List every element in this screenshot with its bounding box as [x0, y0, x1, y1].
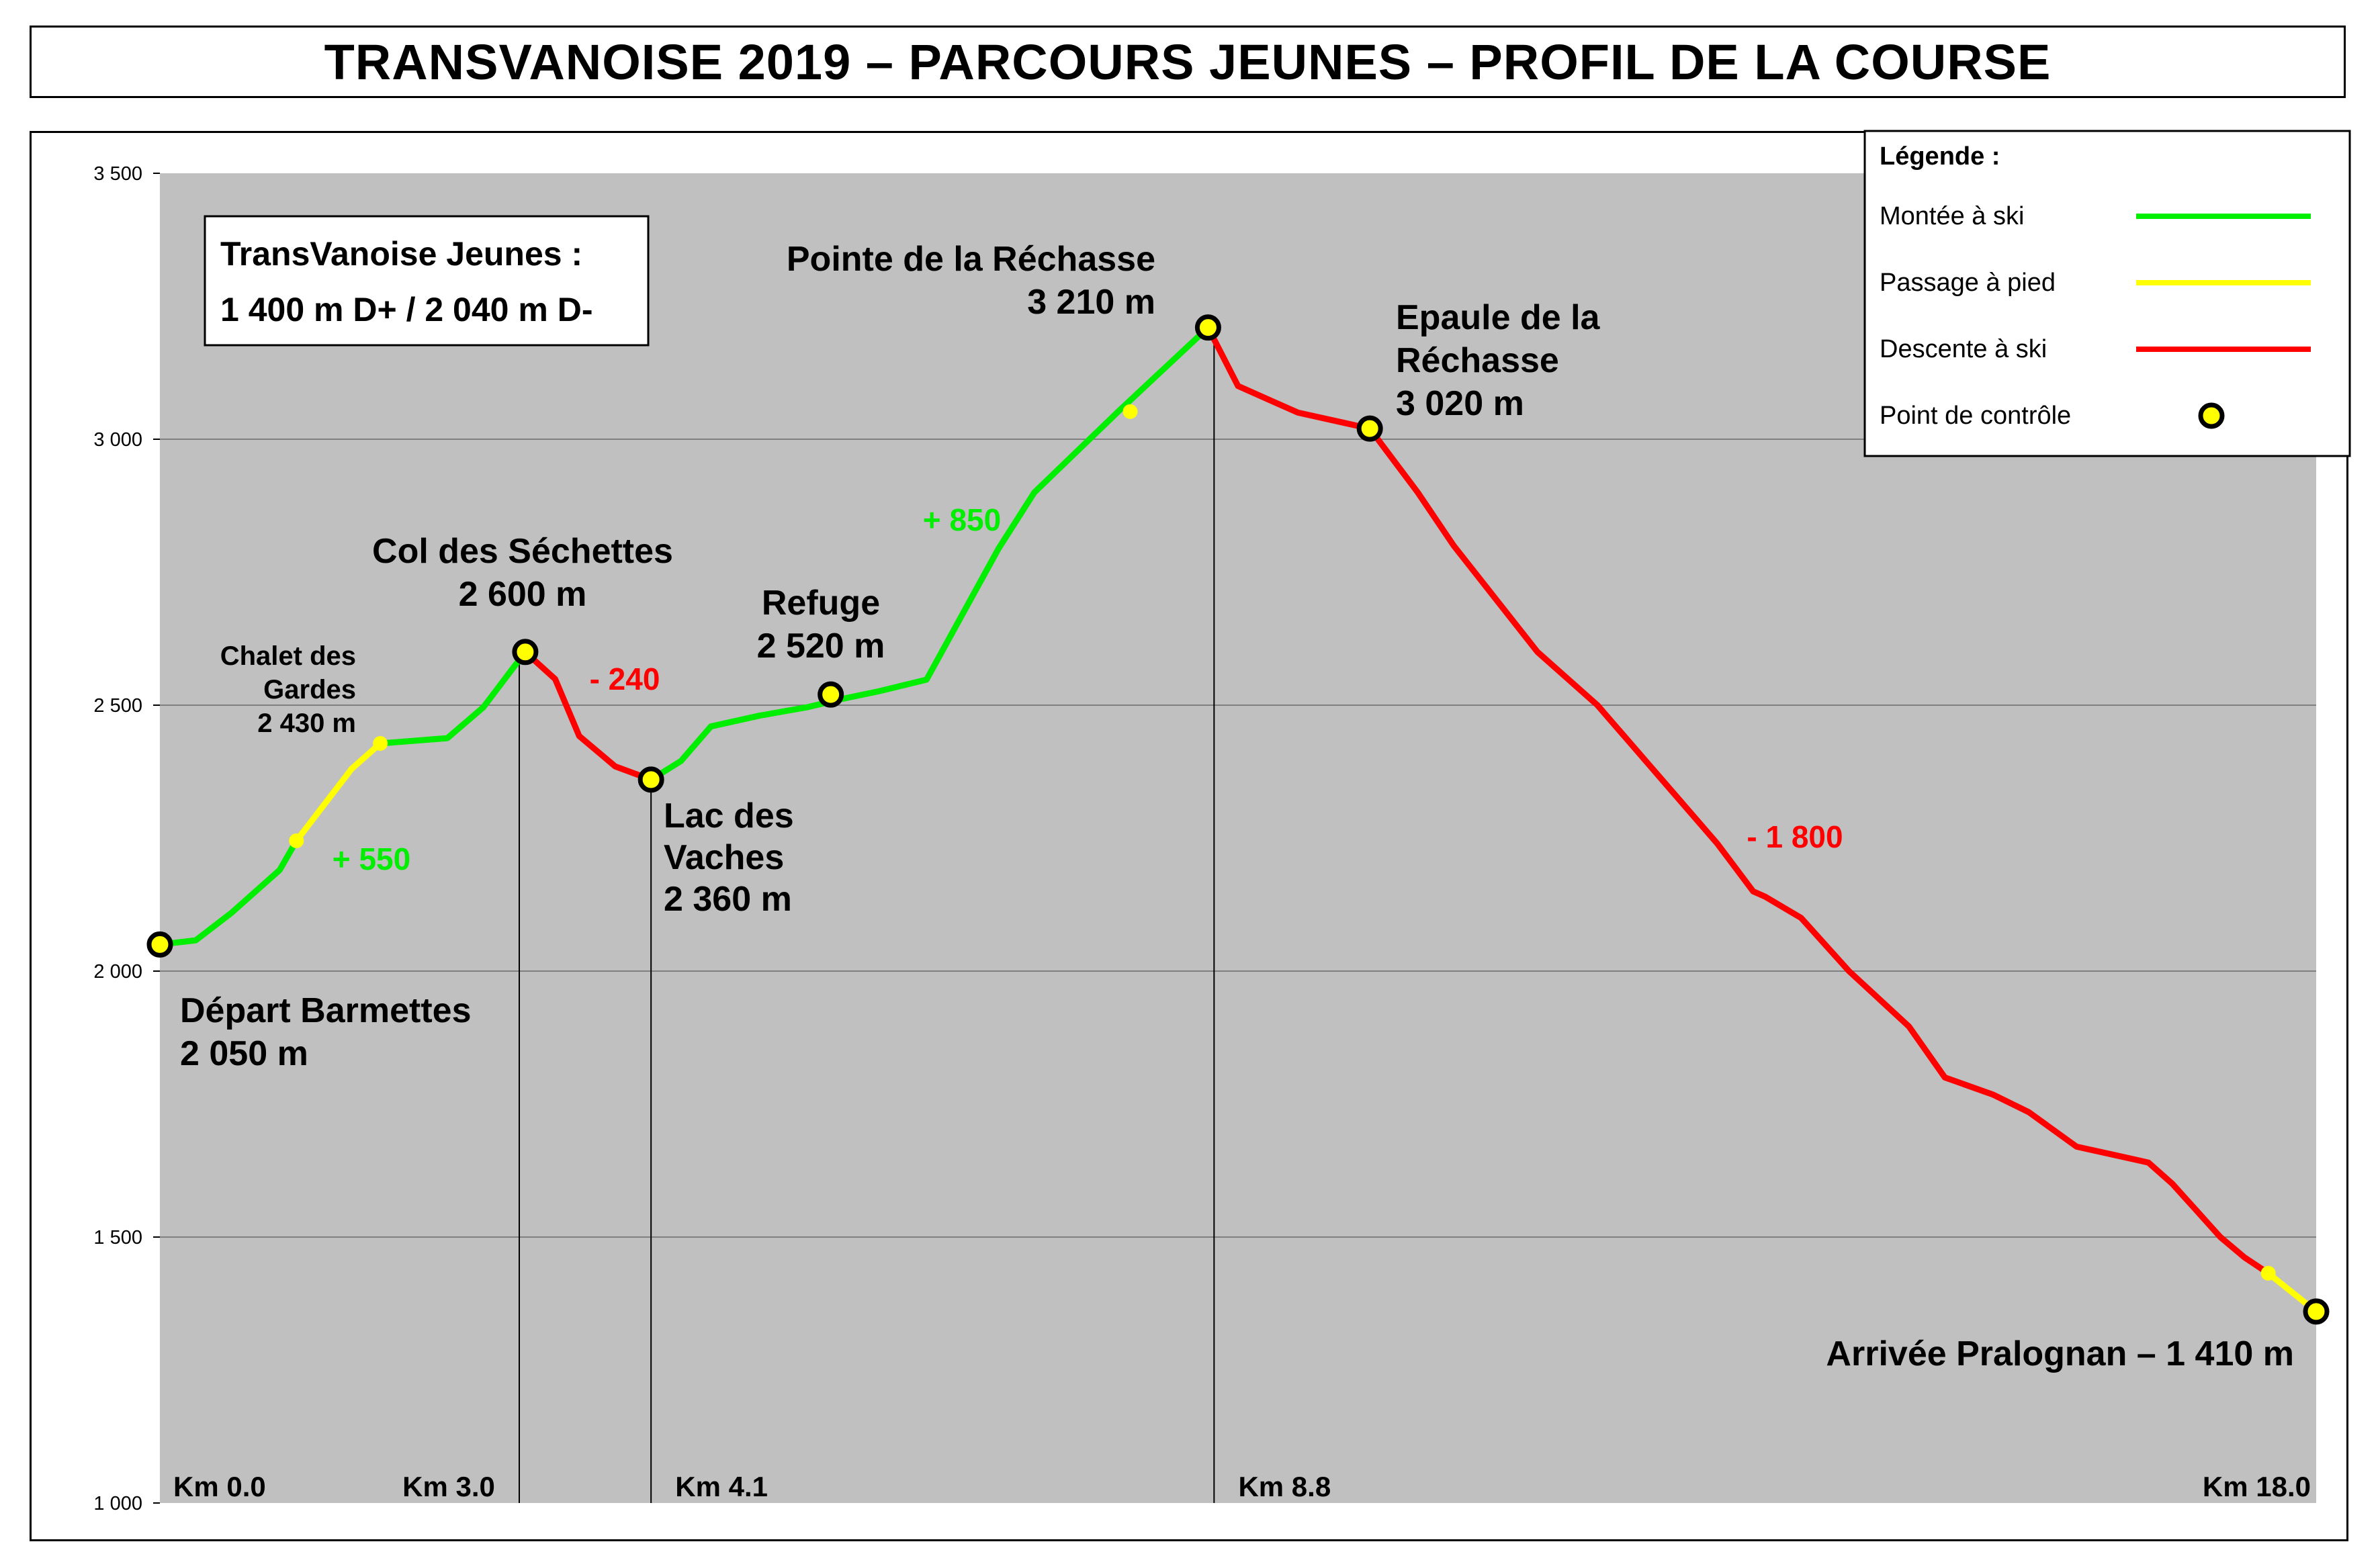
km-label: Km 4.1	[675, 1471, 768, 1502]
km-labels: Km 0.0 Km 3.0 Km 4.1 Km 8.8 Km 18.0	[173, 1471, 2311, 1502]
profile-segment-ski-up	[648, 324, 1211, 783]
checkpoint-marker	[637, 766, 664, 793]
point-annotation: Col des Séchettes 2 600 m	[372, 532, 673, 614]
annotation-line: Pointe de la Réchasse	[787, 240, 1155, 279]
summary-line-2: 1 400 m D+ / 2 040 m D-	[220, 291, 592, 328]
checkpoint-marker	[1194, 314, 1221, 341]
page-title: TRANSVANOISE 2019 – PARCOURS JEUNES – PR…	[324, 34, 2052, 90]
point-annotation: Chalet des Gardes 2 430 m	[220, 641, 356, 738]
y-tick-label: 3 000	[93, 429, 142, 451]
annotation-line: 2 600 m	[459, 575, 587, 614]
y-tick-label: 3 500	[93, 163, 142, 185]
transition-point	[1122, 404, 1138, 419]
profile-segment-ski-down	[522, 649, 654, 783]
y-axis-ticks: 1 000 1 500 2 000 2 500 3 000 3 500	[93, 163, 160, 1514]
chart-frame	[30, 131, 2348, 1541]
annotation-line: 2 430 m	[257, 709, 356, 738]
y-tick-label: 1 000	[93, 1493, 142, 1514]
annotation-line: 2 520 m	[757, 627, 885, 666]
annotation-line: 3 020 m	[1396, 384, 1524, 423]
annotation-line: Chalet des	[220, 641, 356, 671]
profile-lines	[157, 324, 2320, 1315]
profile-segment-ski-up	[157, 837, 300, 948]
point-annotation: Pointe de la Réchasse 3 210 m	[787, 240, 1155, 322]
km-label: Km 0.0	[173, 1471, 266, 1502]
annotation-line: Lac des	[664, 796, 794, 835]
elevation-gain-label: + 850	[923, 502, 1001, 537]
checkpoint-marker	[818, 681, 844, 708]
small-points	[289, 404, 2276, 1281]
checkpoints	[146, 314, 2330, 1325]
profile-segment-ski-up	[377, 649, 529, 747]
legend: Légende : Montée à ski Passage à pied Desc…	[1863, 130, 2351, 457]
profile-segment-foot	[293, 740, 384, 844]
legend-checkpoint-swatch	[2198, 402, 2225, 429]
annotation-line: Réchasse	[1396, 341, 1559, 380]
point-annotation: Arrivée Pralognan – 1 410 m	[1826, 1334, 2294, 1373]
point-annotation: Lac des Vaches 2 360 m	[664, 796, 794, 919]
title-box: TRANSVANOISE 2019 – PARCOURS JEUNES – PR…	[30, 26, 2346, 98]
summary-box: TransVanoise Jeunes : 1 400 m D+ / 2 040…	[204, 215, 650, 347]
legend-item-label: Passage à pied	[1880, 269, 2056, 297]
checkpoint-marker	[512, 639, 539, 666]
annotations: Départ Barmettes 2 050 m Chalet des Gardes 2…	[180, 240, 2294, 1373]
annotation-line: Vaches	[664, 838, 784, 877]
annotation-line: 2 360 m	[664, 880, 792, 919]
annotation-line: Epaule de la	[1396, 298, 1601, 337]
elevation-gain-label: + 550	[333, 841, 410, 876]
km-label: Km 18.0	[2203, 1471, 2311, 1502]
transition-point	[289, 833, 304, 848]
point-annotation: Epaule de la Réchasse 3 020 m	[1396, 298, 1601, 423]
y-tick-label: 2 500	[93, 695, 142, 717]
y-tick-label: 2 000	[93, 961, 142, 983]
legend-title: Légende :	[1880, 142, 2000, 171]
checkpoint-marker	[146, 931, 173, 958]
km-label: Km 3.0	[402, 1471, 495, 1502]
transition-point	[2260, 1265, 2276, 1281]
point-annotation: Départ Barmettes 2 050 m	[180, 991, 472, 1073]
elevation-gain-label: - 1 800	[1747, 819, 1843, 854]
checkpoint-marker	[2303, 1298, 2330, 1325]
summary-line-1: TransVanoise Jeunes :	[220, 235, 582, 273]
annotation-line: Départ Barmettes	[180, 991, 472, 1030]
transition-point	[373, 736, 388, 752]
annotation-line: Col des Séchettes	[372, 532, 673, 571]
annotation-line: 3 210 m	[1027, 283, 1155, 322]
annotation-line: Gardes	[263, 675, 356, 704]
y-tick-label: 1 500	[93, 1227, 142, 1248]
point-annotation: Refuge 2 520 m	[757, 584, 885, 666]
legend-item-label: Descente à ski	[1880, 335, 2047, 363]
checkpoint-marker	[1356, 415, 1383, 442]
profile-segment-ski-down	[1204, 324, 2272, 1277]
legend-item-label: Montée à ski	[1880, 202, 2024, 230]
annotation-line: Refuge	[762, 584, 880, 623]
annotation-line: Arrivée Pralognan – 1 410 m	[1826, 1334, 2294, 1373]
gain-labels: + 550 - 240 + 850 - 1 800	[333, 502, 1843, 876]
legend-item-label: Point de contrôle	[1880, 402, 2071, 430]
annotation-line: 2 050 m	[180, 1034, 308, 1073]
elevation-gain-label: - 240	[590, 662, 660, 696]
km-label: Km 8.8	[1238, 1471, 1331, 1502]
km-marker-lines	[519, 339, 1215, 1503]
